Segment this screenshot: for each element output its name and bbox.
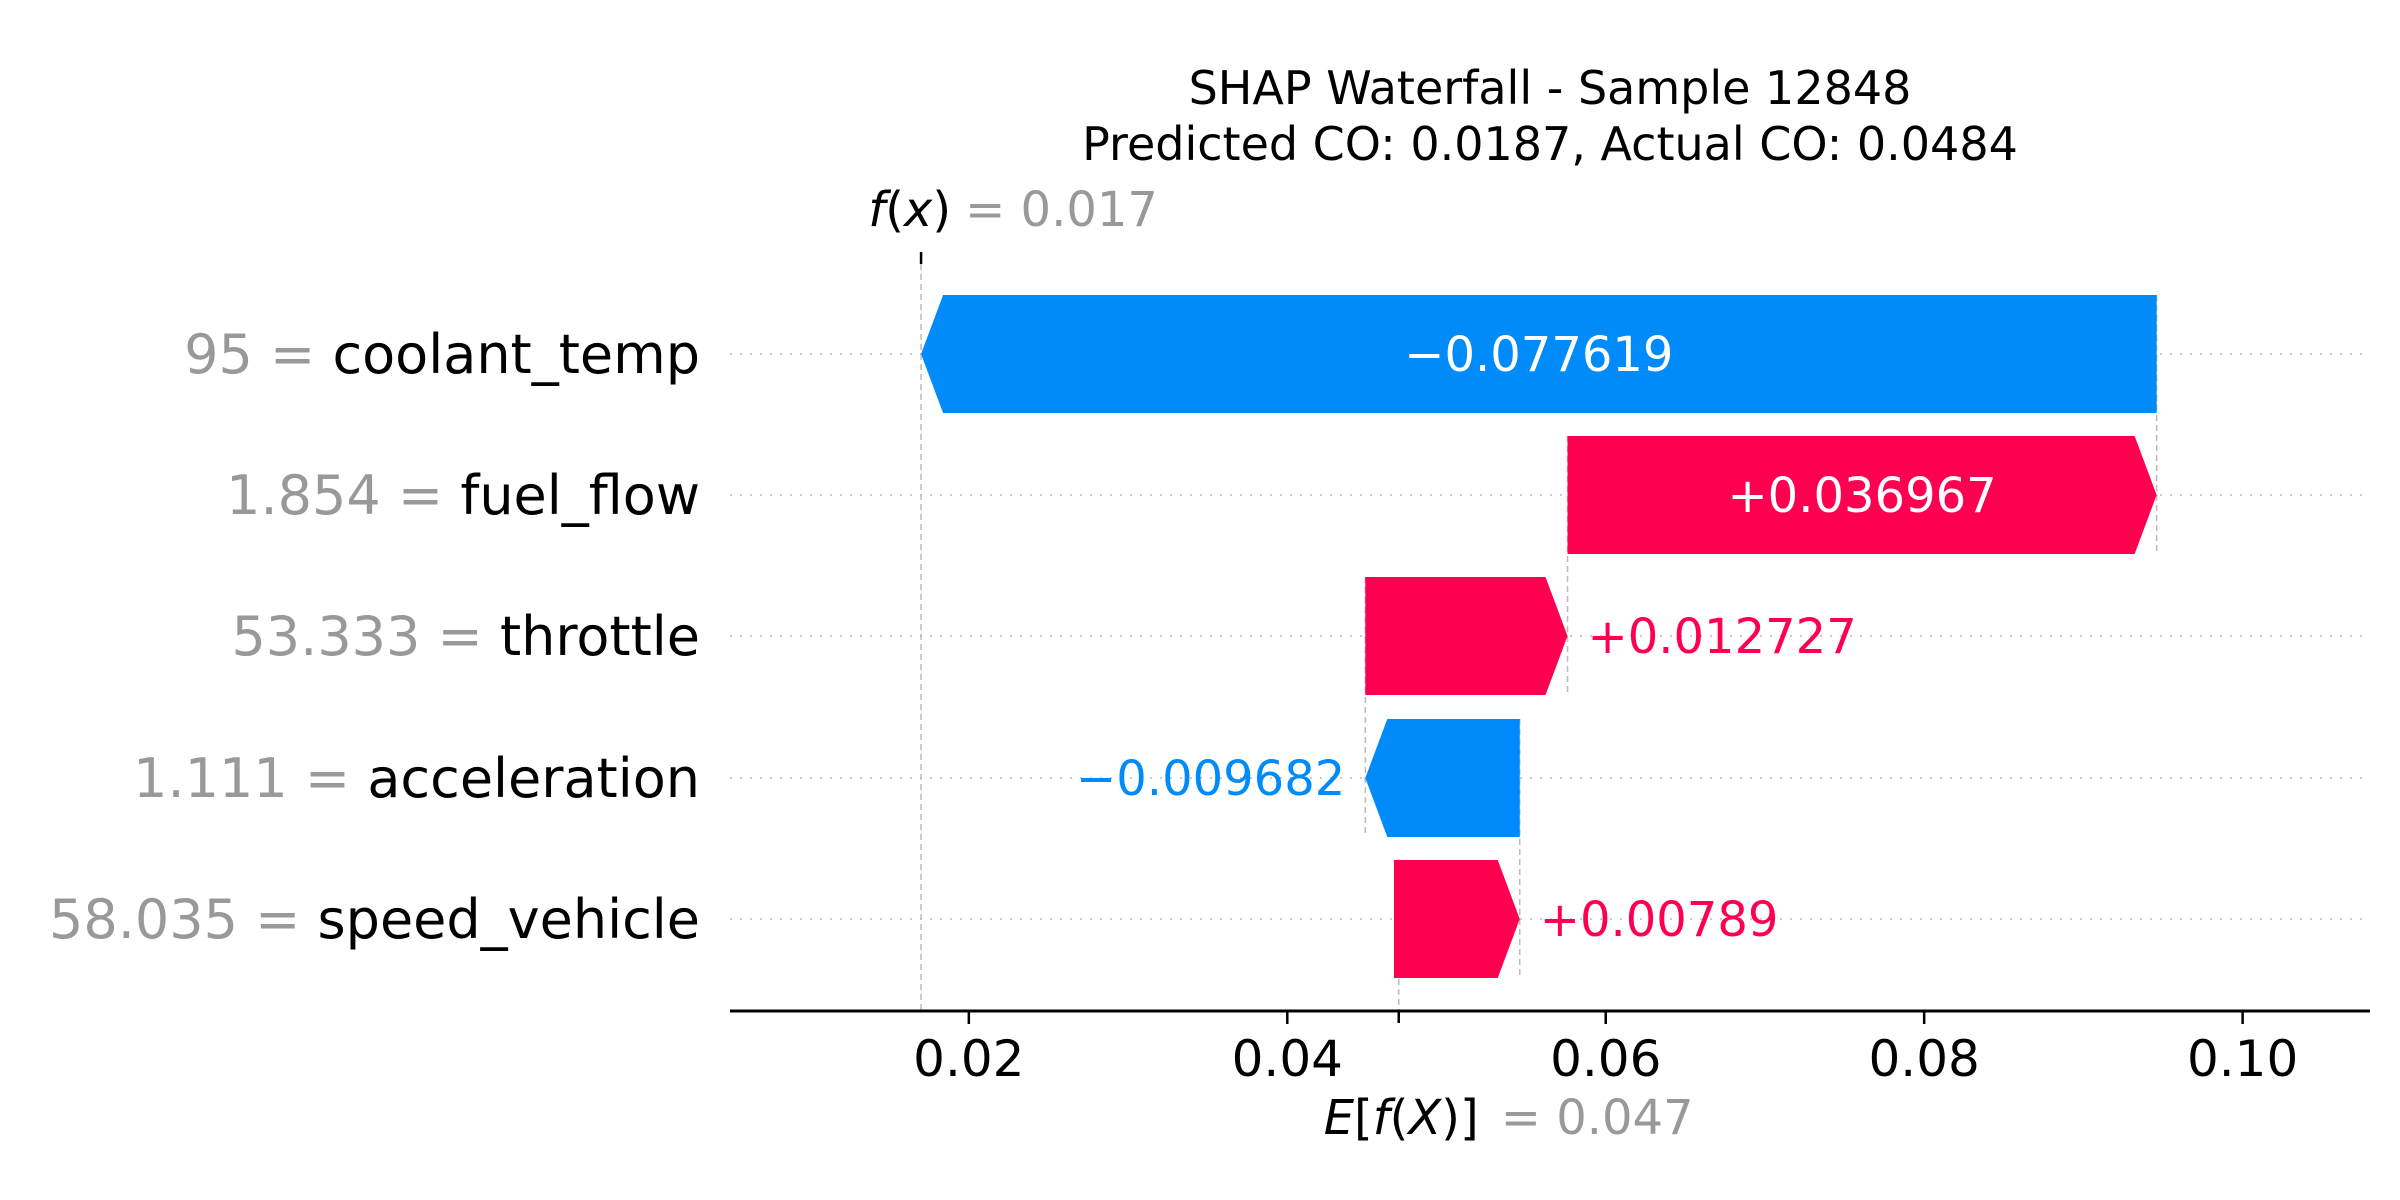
base-label-value: = 0.047 [1501,1090,1694,1146]
waterfall-bars [921,295,2157,978]
feature-value: 1.111 = [133,747,367,810]
feature-name: acceleration [367,747,700,810]
fx-label-name: f(x) [868,182,951,238]
feature-name: speed_vehicle [318,888,700,951]
feature-name: fuel_flow [460,464,700,527]
feature-label-fuel_flow: 1.854 = fuel_flow [226,464,700,527]
bar-value-labels: −0.077619 +0.036967 +0.012727 −0.009682 +0.0… [1076,327,1997,948]
bar-label-throttle: +0.012727 [1588,609,1857,665]
x-tick-label-0: 0.02 [913,1030,1024,1088]
x-axis-ticks: 0.02 0.04 0.06 0.08 0.10 [913,1011,2298,1088]
x-tick-label-3: 0.08 [1869,1030,1980,1088]
bar-coolant_temp [921,295,2157,413]
fx-label-value: = 0.017 [965,182,1158,238]
bar-acceleration [1365,719,1520,837]
feature-label-acceleration: 1.111 = acceleration [133,747,700,810]
bar-label-fuel_flow: +0.036967 [1727,468,1996,524]
bar-label-acceleration: −0.009682 [1076,751,1345,807]
feature-value: 53.333 = [231,605,500,668]
chart-subtitle: Predicted CO: 0.0187, Actual CO: 0.0484 [1082,117,2018,171]
feature-value: 58.035 = [49,888,318,951]
bar-throttle [1365,577,1568,695]
bar-label-speed_vehicle: +0.00789 [1540,892,1779,948]
base-value-label: E[f(X)] = 0.047 [1324,1090,1694,1146]
bar-fuel_flow [1567,436,2157,554]
feature-value: 1.854 = [226,464,460,527]
feature-label-speed_vehicle: 58.035 = speed_vehicle [49,888,700,951]
feature-name: throttle [500,605,700,668]
feature-label-throttle: 53.333 = throttle [231,605,700,668]
fx-label: f(x) = 0.017 [868,182,1158,238]
x-tick-label-2: 0.06 [1550,1030,1661,1088]
chart-title: SHAP Waterfall - Sample 12848 [1189,61,1912,115]
x-tick-label-1: 0.04 [1232,1030,1343,1088]
bar-speed_vehicle [1393,860,1520,978]
feature-value: 95 = [184,323,332,386]
base-label-name: E[f(X)] [1324,1090,1479,1146]
feature-name: coolant_temp [332,323,700,386]
feature-labels: 95 = coolant_temp 1.854 = fuel_flow 53.333… [49,323,700,951]
feature-label-coolant_temp: 95 = coolant_temp [184,323,700,386]
x-tick-label-4: 0.10 [2187,1030,2298,1088]
bar-label-coolant_temp: −0.077619 [1404,327,1673,383]
